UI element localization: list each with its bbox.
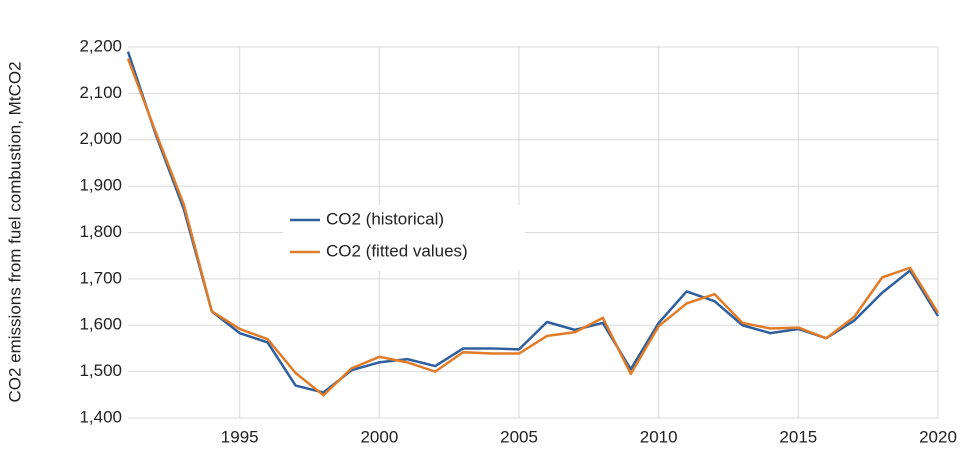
y-tick-label: 1,700	[79, 268, 122, 287]
x-tick-label: 2010	[640, 427, 678, 446]
y-tick-label: 1,500	[79, 361, 122, 380]
y-tick-label: 2,200	[79, 36, 122, 55]
x-tick-label: 2020	[919, 427, 957, 446]
y-tick-label: 2,100	[79, 83, 122, 102]
legend-box	[283, 205, 525, 271]
legend-label: CO2 (fitted values)	[326, 241, 468, 260]
y-tick-label: 1,800	[79, 222, 122, 241]
series-line	[126, 58, 940, 397]
y-axis-label: CO2 emissions from fuel combustion, MtCO…	[5, 61, 24, 402]
legend: CO2 (historical) CO2 (fitted values)	[283, 205, 525, 271]
y-tick-label: 1,900	[79, 176, 122, 195]
legend-label: CO2 (historical)	[326, 209, 444, 228]
y-tick-label: 1,400	[79, 407, 122, 426]
x-tick-label: 2000	[360, 427, 398, 446]
x-tick-label: 1995	[221, 427, 259, 446]
series-line	[126, 51, 940, 394]
y-tick-label: 1,600	[79, 315, 122, 334]
y-tick-label: 2,000	[79, 129, 122, 148]
x-tick-label: 2005	[500, 427, 538, 446]
x-tick-label: 2015	[779, 427, 817, 446]
